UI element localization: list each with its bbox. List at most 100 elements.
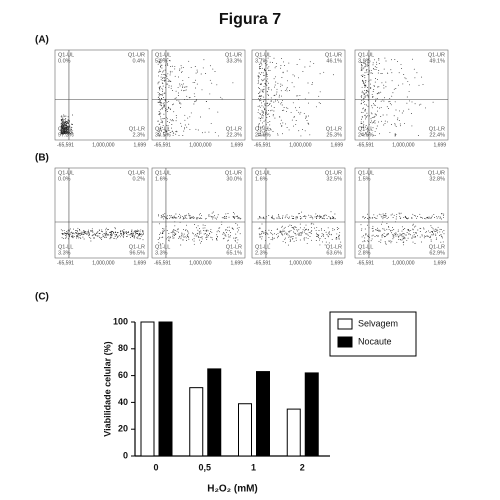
event-dot (66, 131, 68, 133)
event-dot (258, 88, 260, 89)
event-dot (361, 66, 363, 68)
event-dot (117, 232, 119, 234)
x-tick-label: 1,000,000 (189, 142, 211, 148)
quadrant-name: Q1-UR (325, 170, 342, 176)
event-dot (367, 224, 368, 226)
event-dot (367, 240, 369, 242)
event-dot (71, 129, 73, 130)
event-dot (224, 217, 226, 219)
event-dot (411, 101, 413, 103)
event-dot (202, 224, 204, 226)
event-dot (299, 58, 301, 60)
event-dot (80, 234, 81, 236)
event-dot (273, 233, 275, 235)
event-dot (273, 101, 275, 103)
event-dot (106, 229, 108, 231)
event-dot (179, 217, 181, 219)
event-dot (292, 216, 294, 218)
event-dot (267, 104, 269, 106)
event-dot (262, 91, 264, 93)
event-dot (408, 229, 409, 230)
event-dot (301, 232, 303, 234)
event-dot (270, 97, 272, 99)
event-dot (261, 105, 263, 107)
event-dot (283, 61, 284, 63)
event-dot (170, 80, 172, 82)
bar (158, 321, 173, 457)
event-dot (361, 68, 363, 70)
event-dot (197, 129, 199, 131)
event-dot (168, 101, 170, 102)
event-dot (304, 230, 306, 232)
event-dot (189, 215, 191, 217)
event-dot (196, 233, 198, 235)
event-dot (171, 120, 173, 122)
event-dot (305, 115, 307, 117)
event-dot (177, 92, 179, 94)
event-dot (403, 233, 405, 235)
event-dot (395, 218, 397, 220)
event-dot (181, 70, 183, 72)
event-dot (274, 86, 275, 88)
event-dot (162, 118, 164, 120)
event-dot (258, 233, 260, 235)
event-dot (384, 123, 386, 125)
event-dot (386, 228, 388, 230)
event-dot (164, 213, 166, 215)
event-dot (388, 233, 390, 235)
event-dot (115, 235, 117, 237)
event-dot (293, 228, 295, 230)
event-dot (297, 95, 299, 97)
event-dot (372, 62, 374, 64)
event-dot (260, 62, 262, 64)
event-dot (204, 230, 206, 232)
event-dot (166, 130, 168, 132)
event-dot (427, 235, 429, 237)
quadrant-name: Q1-LL (255, 244, 270, 250)
event-dot (367, 105, 369, 107)
event-dot (263, 233, 265, 235)
event-dot (373, 68, 375, 70)
event-dot (442, 214, 444, 216)
event-dot (277, 232, 279, 234)
event-dot (260, 98, 262, 100)
event-dot (281, 231, 283, 233)
event-dot (436, 237, 438, 239)
event-dot (284, 238, 286, 240)
event-dot (201, 238, 203, 240)
event-dot (273, 218, 275, 220)
event-dot (122, 233, 124, 235)
event-dot (120, 236, 122, 238)
event-dot (261, 127, 263, 129)
event-dot (414, 77, 416, 79)
event-dot (373, 104, 375, 106)
event-dot (190, 112, 192, 114)
event-dot (85, 233, 87, 234)
event-dot (363, 240, 365, 242)
event-dot (198, 232, 200, 234)
event-dot (200, 116, 201, 118)
event-dot (292, 238, 294, 240)
event-dot (404, 228, 406, 229)
event-dot (65, 127, 67, 128)
event-dot (321, 232, 323, 234)
event-dot (98, 229, 100, 231)
event-dot (328, 232, 330, 234)
event-dot (381, 223, 382, 225)
event-dot (159, 236, 161, 238)
event-dot (139, 234, 141, 236)
event-dot (318, 234, 320, 236)
event-dot (182, 79, 184, 81)
event-dot (375, 69, 377, 70)
event-dot (309, 217, 311, 218)
event-dot (190, 217, 191, 219)
event-dot (158, 61, 160, 63)
event-dot (393, 229, 395, 230)
event-dot (183, 233, 185, 235)
event-dot (270, 129, 272, 131)
event-dot (380, 72, 382, 74)
event-dot (308, 102, 309, 104)
event-dot (201, 218, 203, 220)
event-dot (441, 236, 443, 238)
event-dot (266, 64, 268, 66)
